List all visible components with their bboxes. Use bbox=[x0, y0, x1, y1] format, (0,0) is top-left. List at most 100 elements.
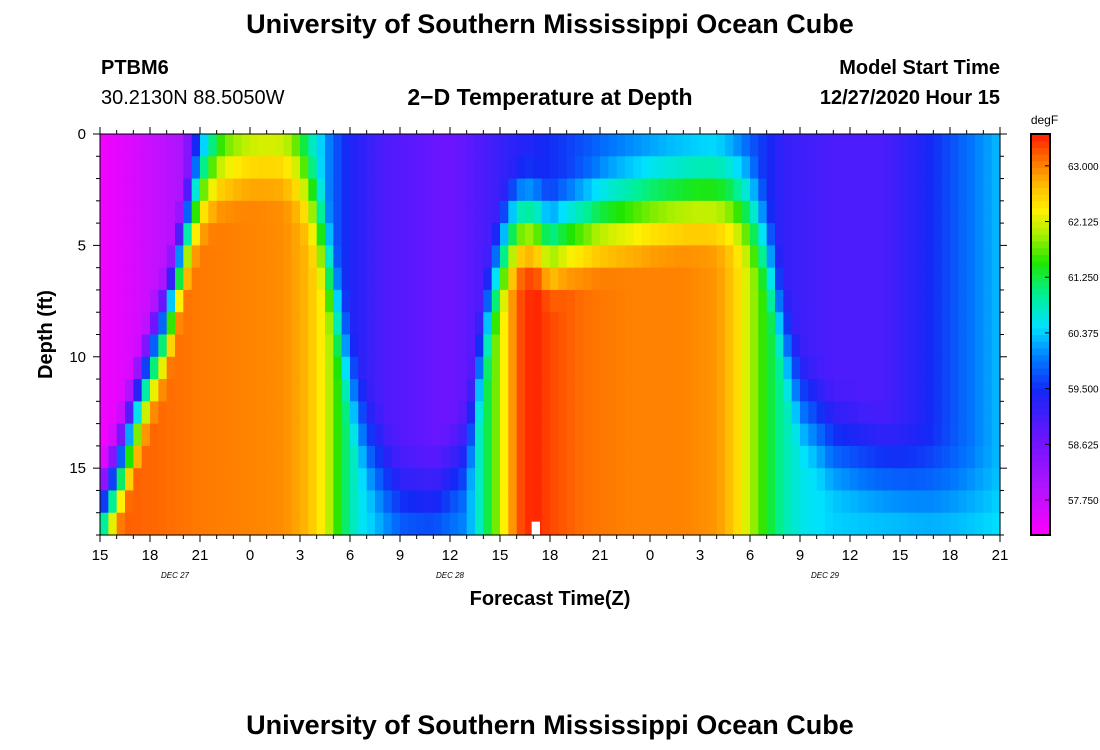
heatmap-cell bbox=[108, 267, 118, 291]
heatmap-cell bbox=[300, 267, 309, 291]
heatmap-cell bbox=[316, 134, 326, 157]
heatmap-cell bbox=[158, 178, 168, 202]
heatmap-cell bbox=[116, 490, 126, 514]
heatmap-cell bbox=[300, 156, 309, 180]
heatmap-cell bbox=[783, 178, 793, 202]
heatmap-cell bbox=[791, 289, 801, 313]
heatmap-cell bbox=[908, 267, 918, 291]
heatmap-cell bbox=[316, 200, 326, 224]
heatmap-cell bbox=[650, 423, 659, 447]
heatmap-cell bbox=[458, 245, 468, 269]
heatmap-cell bbox=[708, 223, 718, 246]
heatmap-cell bbox=[325, 267, 334, 291]
heatmap-cell bbox=[491, 267, 501, 291]
heatmap-cell bbox=[900, 312, 909, 336]
heatmap-cell bbox=[858, 134, 868, 157]
heatmap-cell bbox=[566, 312, 576, 336]
heatmap-cell bbox=[766, 223, 776, 246]
x-tick-label: 21 bbox=[592, 547, 609, 564]
heatmap-cell bbox=[375, 200, 384, 224]
heatmap-cell bbox=[416, 490, 426, 514]
heatmap-cell bbox=[583, 512, 593, 536]
heatmap-cell bbox=[500, 490, 509, 514]
heatmap-cell bbox=[625, 512, 634, 536]
heatmap-cell bbox=[625, 156, 634, 180]
heatmap-cell bbox=[291, 512, 301, 536]
heatmap-cell bbox=[816, 289, 826, 313]
heatmap-cell bbox=[250, 134, 259, 157]
heatmap-cell bbox=[533, 490, 543, 514]
heatmap-cell bbox=[391, 223, 401, 246]
heatmap-cell bbox=[766, 468, 776, 492]
heatmap-cell bbox=[491, 423, 501, 447]
heatmap-cell bbox=[358, 512, 368, 536]
heatmap-cell bbox=[200, 512, 209, 536]
heatmap-cell bbox=[166, 379, 176, 402]
heatmap-cell bbox=[466, 490, 476, 514]
heatmap-cell bbox=[366, 379, 376, 402]
heatmap-cell bbox=[158, 379, 168, 402]
heatmap-cell bbox=[325, 156, 334, 180]
heatmap-cell bbox=[250, 512, 259, 536]
heatmap-cell bbox=[383, 289, 393, 313]
heatmap-cell bbox=[375, 289, 384, 313]
heatmap-cell bbox=[358, 468, 368, 492]
heatmap-cell bbox=[325, 356, 334, 380]
heatmap-cell bbox=[441, 423, 451, 447]
heatmap-cell bbox=[383, 245, 393, 269]
heatmap-cell bbox=[883, 490, 893, 514]
heatmap-cell bbox=[891, 401, 901, 425]
heatmap-cell bbox=[616, 356, 626, 380]
heatmap-cell bbox=[108, 178, 118, 202]
heatmap-cell bbox=[675, 245, 684, 269]
heatmap-cell bbox=[375, 512, 384, 536]
heatmap-cell bbox=[116, 445, 126, 469]
x-tick-label: 12 bbox=[442, 547, 459, 564]
y-tick-label: 10 bbox=[69, 349, 86, 366]
heatmap-cell bbox=[166, 423, 176, 447]
heatmap-cell bbox=[733, 178, 743, 202]
heatmap-cell bbox=[725, 512, 734, 536]
heatmap-cell bbox=[883, 156, 893, 180]
heatmap-cell bbox=[100, 356, 109, 380]
heatmap-cell bbox=[841, 423, 851, 447]
heatmap-cell bbox=[175, 312, 184, 336]
heatmap-cell bbox=[625, 379, 634, 402]
heatmap-cell bbox=[158, 245, 168, 269]
heatmap-cell bbox=[958, 134, 968, 157]
heatmap-cell bbox=[825, 356, 834, 380]
heatmap-cell bbox=[908, 512, 918, 536]
heatmap-cell bbox=[433, 267, 443, 291]
heatmap-cell bbox=[141, 356, 151, 380]
colorbar-segment bbox=[1031, 434, 1050, 443]
heatmap-cell bbox=[975, 200, 984, 224]
heatmap-cell bbox=[858, 312, 868, 336]
heatmap-cell bbox=[883, 245, 893, 269]
heatmap-cell bbox=[983, 267, 993, 291]
heatmap-cell bbox=[666, 334, 676, 358]
heatmap-cell bbox=[408, 178, 418, 202]
heatmap-cell bbox=[783, 468, 793, 492]
heatmap-cell bbox=[633, 289, 643, 313]
heatmap-cell bbox=[833, 312, 843, 336]
heatmap-cell bbox=[383, 468, 393, 492]
heatmap-cell bbox=[383, 401, 393, 425]
heatmap-cell bbox=[416, 245, 426, 269]
heatmap-cell bbox=[991, 134, 1001, 157]
heatmap-cell bbox=[225, 334, 234, 358]
colorbar-segment bbox=[1031, 260, 1050, 269]
heatmap-cell bbox=[858, 379, 868, 402]
heatmap-cell bbox=[375, 312, 384, 336]
heatmap-cell bbox=[708, 289, 718, 313]
heatmap-cell bbox=[316, 156, 326, 180]
heatmap-cell bbox=[166, 445, 176, 469]
heatmap-cell bbox=[400, 423, 409, 447]
heatmap-cell bbox=[425, 423, 434, 447]
heatmap-cell bbox=[700, 445, 709, 469]
heatmap-cell bbox=[650, 445, 659, 469]
heatmap-cell bbox=[208, 423, 218, 447]
heatmap-cell bbox=[908, 379, 918, 402]
heatmap-cell bbox=[666, 267, 676, 291]
heatmap-cell bbox=[200, 468, 209, 492]
heatmap-cell bbox=[166, 267, 176, 291]
